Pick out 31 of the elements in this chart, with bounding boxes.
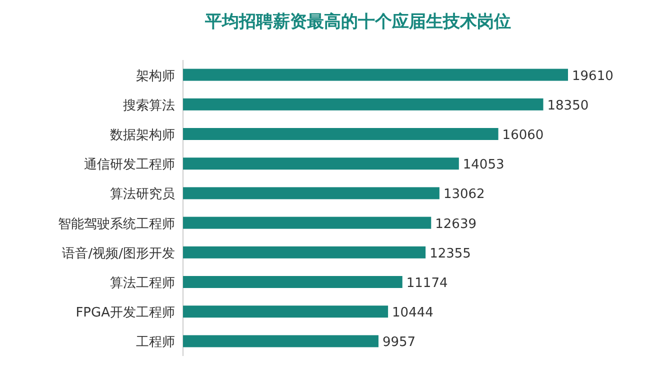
y-tick-label: 算法工程师: [110, 276, 175, 291]
y-tick-label: 数据架构师: [110, 128, 175, 143]
y-tick-label: 算法研究员: [110, 187, 175, 202]
data-label: 18350: [547, 98, 589, 114]
data-label: 13062: [443, 187, 485, 202]
bar: [183, 246, 426, 258]
bar: [183, 128, 498, 140]
bar: [183, 98, 544, 110]
y-tick-label: 智能驾驶系统工程师: [58, 216, 175, 232]
data-label: 10444: [392, 306, 434, 321]
data-label: 19610: [572, 68, 614, 84]
bar: [183, 306, 388, 318]
data-label: 14053: [462, 158, 504, 173]
bar: [183, 158, 459, 170]
y-tick-label: 搜索算法: [123, 98, 175, 114]
y-tick-label: 语音/视频/图形开发: [62, 246, 175, 262]
data-label: 11174: [406, 276, 448, 291]
bar: [183, 187, 440, 200]
bar: [183, 276, 402, 288]
data-label: 12355: [430, 246, 471, 262]
data-label: 9957: [382, 335, 416, 350]
data-label: 12639: [435, 216, 476, 232]
data-label: 16060: [502, 128, 544, 143]
y-tick-label: 架构师: [136, 68, 175, 84]
y-tick-label: FPGA开发工程师: [76, 306, 175, 321]
y-tick-label: 通信研发工程师: [84, 158, 175, 173]
chart-title: 平均招聘薪资最高的十个应届生技术岗位: [204, 12, 511, 32]
y-tick-label: 工程师: [136, 335, 175, 350]
bar: [183, 68, 568, 81]
bar: [183, 335, 378, 348]
bar: [183, 216, 432, 229]
